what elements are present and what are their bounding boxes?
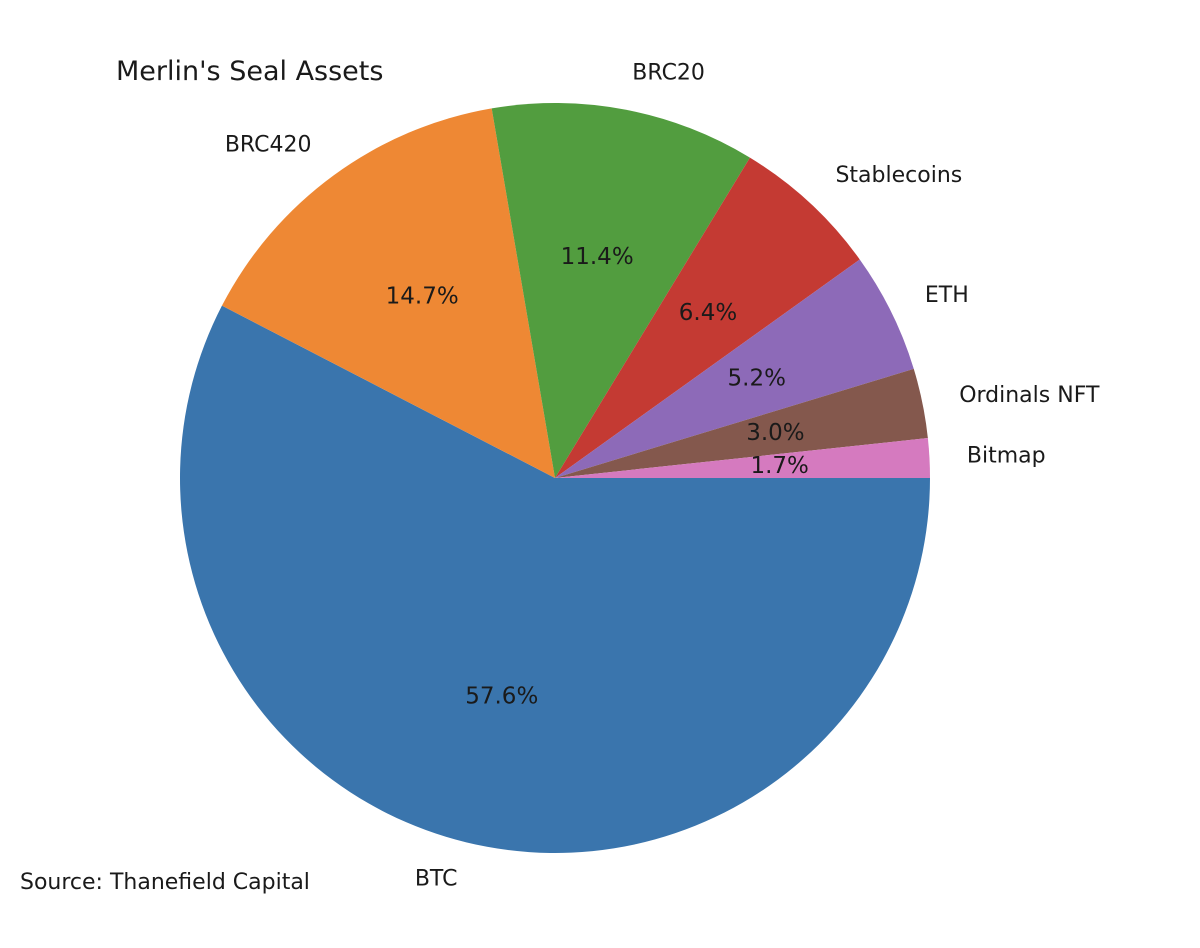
pie-slice-ordinals-nft: [555, 368, 928, 478]
pie-slice-bitmap: [555, 438, 930, 478]
category-label-brc420: BRC420: [225, 133, 312, 158]
percent-labels: 57.6% 14.7% 11.4% 6.4% 5.2% 3.0% 1.7%: [386, 244, 809, 710]
pie-slice-brc20: [491, 102, 750, 479]
pie-slice-eth: [555, 259, 914, 478]
percent-label-ordinals-nft: 3.0%: [746, 420, 804, 446]
pie-slice-stablecoins: [555, 157, 860, 478]
category-label-brc20: BRC20: [632, 60, 705, 85]
pie-slice-brc420: [221, 108, 555, 479]
category-label-ordinals-nft: Ordinals NFT: [959, 383, 1100, 408]
percent-label-btc: 57.6%: [465, 684, 538, 710]
percent-label-eth: 5.2%: [728, 365, 786, 391]
category-label-btc: BTC: [415, 866, 458, 891]
percent-label-brc20: 11.4%: [561, 244, 634, 270]
pie-slices: [179, 102, 930, 854]
percent-label-brc420: 14.7%: [386, 283, 459, 309]
category-label-bitmap: Bitmap: [967, 443, 1046, 468]
category-label-eth: ETH: [925, 283, 969, 308]
category-labels: BTC BRC420 BRC20 Stablecoins ETH Ordinals NFT…: [225, 60, 1100, 891]
source-note: Source: Thanefield Capital: [20, 870, 310, 895]
percent-label-stablecoins: 6.4%: [679, 300, 737, 326]
category-label-stablecoins: Stablecoins: [835, 163, 962, 188]
chart-title: Merlin's Seal Assets: [116, 56, 383, 87]
pie-slice-btc: [179, 305, 930, 854]
percent-label-bitmap: 1.7%: [750, 453, 808, 479]
